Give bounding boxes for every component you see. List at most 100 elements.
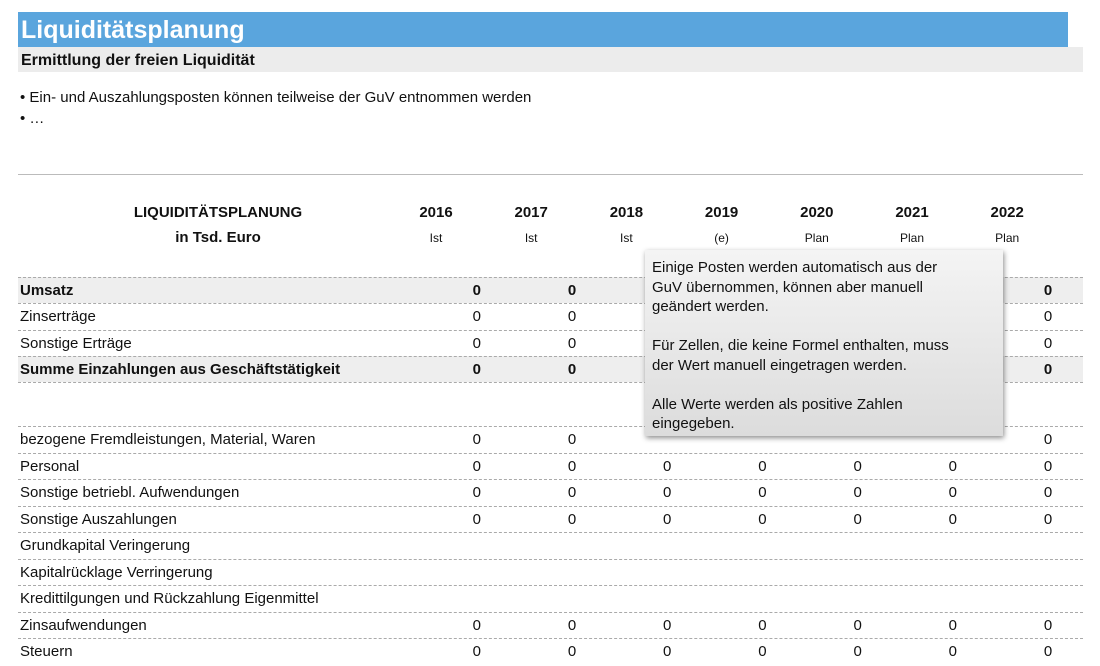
cell-value: 0 (567, 510, 577, 528)
row-label: Sonstige Erträge (20, 334, 132, 352)
cell-value: 0 (472, 360, 481, 378)
tooltip-line: geändert werden. (652, 298, 769, 315)
tooltip-line: Für Zellen, die keine Formel enthalten, … (652, 337, 949, 354)
cell-value: 0 (472, 308, 481, 326)
label-header: LIQUIDITÄTSPLANUNG (133, 204, 303, 221)
cell-value: 0 (1043, 510, 1053, 528)
cell-value: 0 (472, 457, 481, 475)
row-label: Personal (20, 457, 80, 475)
cell-value: 0 (567, 457, 577, 475)
row-label: Grundkapital Veringerung (20, 537, 191, 554)
row-label: Sonstige Auszahlungen (20, 510, 177, 528)
cell-value: 0 (853, 616, 862, 634)
column-status: Plan (995, 231, 1020, 245)
cell-value: 0 (853, 457, 862, 475)
cell-value: 0 (1043, 484, 1053, 501)
table-row: Zinsaufwendungen 0 0 0 0 0 0 0 (18, 611, 1083, 639)
column-status: (e) (714, 231, 729, 245)
cell-value: 0 (853, 643, 862, 660)
row-label: bezogene Fremdleistungen, Material, Ware… (20, 431, 316, 448)
cell-value: 0 (472, 616, 481, 634)
cell-value: 0 (1043, 360, 1053, 378)
tooltip-line: der Wert manuell eingetragen werden. (652, 356, 907, 374)
table-row: bezogene Fremdleistungen, Material, Ware… (18, 426, 1083, 453)
table-row-spacer (18, 382, 1083, 427)
cell-value: 0 (472, 431, 481, 448)
cell-value: 0 (1043, 431, 1053, 448)
bullet: • Ein- und Auszahlungsposten können teil… (20, 89, 532, 106)
cell-value: 0 (472, 510, 481, 528)
row-label: Zinsaufwendungen (20, 616, 147, 634)
subtitle: Ermittlung der freien Liquidität (18, 47, 1083, 72)
column-status: Plan (899, 231, 925, 245)
cell-value: 0 (472, 643, 481, 660)
cell-value: 0 (948, 510, 957, 528)
column-status: Ist (429, 231, 443, 245)
table-row: Kredittilgungen und Rückzahlung Eigenmit… (18, 585, 1083, 612)
row-label: Kredittilgungen und Rückzahlung Eigenmit… (20, 590, 319, 607)
bullet-text: Ein- und Auszahlungsposten können teilwe… (29, 89, 532, 106)
table-row: Grundkapital Veringerung (18, 532, 1083, 559)
column-year: 2018 (609, 204, 644, 221)
table-row: Sonstige Erträge 0 0 0 (18, 329, 1083, 356)
cell-value: 0 (663, 643, 672, 660)
cell-value: 0 (472, 282, 481, 299)
cell-value: 0 (1043, 308, 1053, 326)
bullet-text: … (29, 110, 45, 127)
table-row: Sonstige betriebl. Aufwendungen 0 0 0 0 0 0 0 (18, 479, 1083, 506)
cell-value: 0 (663, 616, 672, 634)
cell-value: 0 (663, 484, 672, 501)
cell-value: 0 (948, 616, 957, 634)
cell-value: 0 (758, 616, 767, 634)
row-label: Sonstige betriebl. Aufwendungen (20, 484, 240, 501)
cell-value: 0 (1043, 334, 1053, 352)
row-label: Zinserträge (20, 308, 96, 326)
tooltip-line: GuV übernommen, können aber manuell (652, 278, 923, 296)
table-row: Sonstige Auszahlungen 0 0 0 0 0 0 0 (18, 505, 1083, 533)
table-row: Steuern 0 0 0 0 0 0 0 (18, 638, 1083, 665)
cell-value: 0 (567, 643, 577, 660)
bullet: • … (20, 110, 45, 127)
column-year: 2021 (895, 204, 929, 221)
cell-value: 0 (1043, 457, 1053, 475)
row-label: Summe Einzahlungen aus Geschäftstätigkei… (20, 360, 341, 378)
cell-value: 0 (948, 643, 957, 660)
cell-value: 0 (472, 484, 481, 501)
tooltip: Einige Posten werden automatisch aus der… (645, 250, 1003, 436)
cell-value: 0 (1043, 616, 1053, 634)
cell-value: 0 (663, 510, 672, 528)
tooltip-line: Alle Werte werden als positive Zahlen (652, 395, 903, 413)
column-year: 2017 (514, 204, 548, 221)
row-label: Kapitalrücklage Verringerung (20, 563, 213, 581)
cell-value: 0 (663, 457, 672, 475)
cell-value: 0 (758, 457, 767, 475)
cell-value: 0 (1043, 643, 1053, 660)
row-label: Steuern (20, 643, 73, 660)
table-row: Personal 0 0 0 0 0 0 0 (18, 452, 1083, 480)
cell-value: 0 (472, 334, 481, 352)
column-year: 2022 (990, 204, 1024, 221)
cell-value: 0 (853, 484, 862, 501)
cell-value: 0 (567, 334, 577, 352)
tooltip-line: eingegeben. (652, 415, 735, 432)
cell-value: 0 (567, 484, 577, 501)
cell-value: 0 (758, 510, 767, 528)
cell-value: 0 (567, 308, 577, 326)
cell-value: 0 (567, 431, 577, 448)
cell-value: 0 (948, 457, 957, 475)
separator (18, 174, 1083, 175)
cell-value: 0 (758, 643, 767, 660)
tooltip-line: Einige Posten werden automatisch aus der (652, 259, 938, 276)
column-year: 2016 (419, 204, 453, 221)
table-row: Zinserträge 0 0 0 (18, 303, 1083, 329)
title: Liquiditätsplanung (18, 12, 1068, 47)
column-status: Plan (804, 231, 829, 245)
cell-value: 0 (567, 282, 577, 299)
cell-value: 0 (853, 510, 862, 528)
cell-value: 0 (567, 616, 577, 634)
column-year: 2020 (800, 204, 834, 221)
column-status: Ist (620, 231, 633, 245)
row-label: Umsatz (20, 282, 74, 299)
table-row: Kapitalrücklage Verringerung (18, 558, 1083, 586)
